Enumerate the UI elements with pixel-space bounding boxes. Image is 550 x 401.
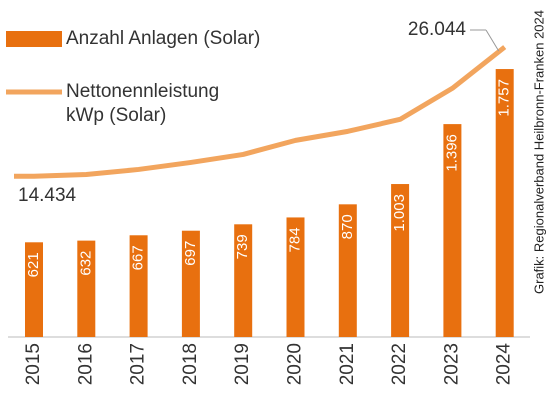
bar-value-label: 697: [182, 241, 199, 266]
leader-line: [485, 29, 500, 52]
bar: [129, 235, 148, 337]
line-value-label: 14.434: [18, 185, 77, 206]
x-tick-label: 2024: [494, 343, 515, 386]
x-tick-label: 2020: [285, 343, 306, 385]
x-tick-label: 2015: [23, 343, 44, 385]
bar-value-label: 1.003: [391, 194, 408, 232]
line-value-label: 26.044: [408, 19, 467, 40]
x-tick-label: 2016: [75, 343, 96, 385]
x-tick-label: 2019: [232, 343, 253, 385]
bar: [443, 124, 462, 337]
source: Grafik: Regionalverband Heilbronn-Franke…: [531, 10, 546, 294]
bar-value-label: 1.757: [496, 79, 513, 117]
bar-value-label: 632: [77, 251, 94, 276]
x-tick-label: 2017: [128, 343, 149, 385]
bar: [286, 217, 305, 337]
x-tick-label: 2022: [389, 343, 410, 385]
bar: [495, 69, 514, 338]
bar-value-label: 621: [25, 252, 42, 277]
bar: [77, 240, 96, 337]
x-tick-label: 2018: [180, 343, 201, 385]
line: [14, 45, 507, 179]
legend-swatch: [6, 31, 62, 47]
bar-value-label: 1.396: [443, 134, 460, 172]
legend-label: Anzahl Anlagen (Solar): [66, 28, 261, 49]
bar: [25, 242, 43, 337]
bar: [234, 224, 253, 337]
legend-label: Nettonennleistung kWp (Solar): [66, 81, 220, 126]
bar: [338, 204, 357, 337]
bar-value-label: 739: [234, 234, 251, 259]
bar-value-label: 870: [339, 214, 356, 239]
bar: [181, 230, 200, 337]
bar: [391, 184, 410, 337]
bar-value-label: 784: [286, 227, 303, 252]
x-tick-label: 2021: [337, 343, 358, 385]
x-tick-label: 2023: [441, 343, 462, 385]
bar-value-label: 667: [130, 245, 147, 270]
